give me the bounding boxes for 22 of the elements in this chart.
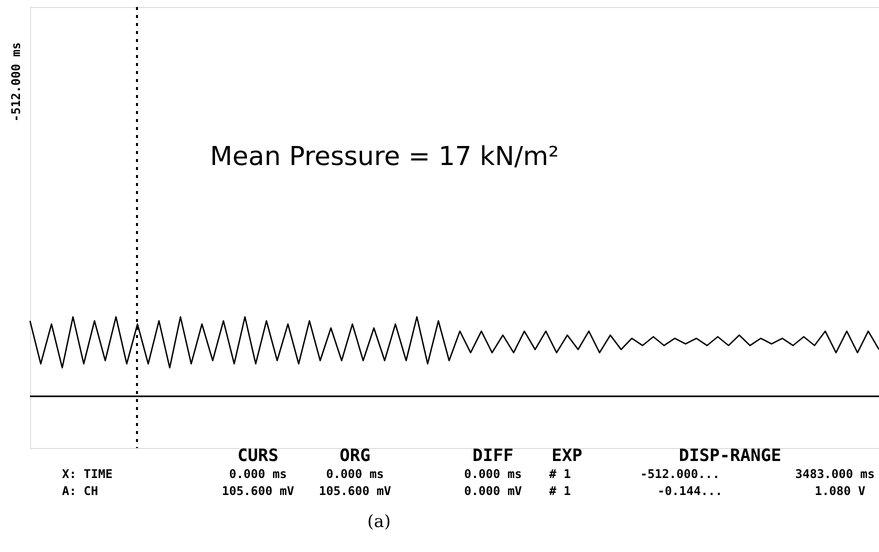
text: CURS bbox=[238, 446, 278, 466]
text: DISP-RANGE bbox=[678, 446, 782, 466]
text: 0.000 ms bbox=[229, 467, 287, 481]
text: EXP bbox=[552, 446, 582, 466]
text: A: CH bbox=[62, 484, 98, 498]
text: 0.000 ms bbox=[326, 467, 384, 481]
text: X: TIME bbox=[62, 467, 113, 481]
text: 105.600 mV bbox=[318, 484, 392, 498]
text: 0.000 ms bbox=[464, 467, 522, 481]
text: ORG bbox=[340, 446, 370, 466]
text: DIFF bbox=[472, 446, 514, 466]
text: 1.080 V bbox=[814, 484, 866, 498]
text: 3483.000 ms bbox=[795, 467, 875, 481]
text: -512.000 ms bbox=[9, 42, 23, 122]
text: (a) bbox=[367, 512, 391, 532]
text: # 1 bbox=[549, 467, 571, 481]
text: Mean Pressure = 17 kN/m² bbox=[210, 142, 559, 172]
text: -0.144... bbox=[657, 484, 723, 498]
text: -512.000... bbox=[640, 467, 720, 481]
text: 0.000 mV bbox=[464, 484, 522, 498]
text: 105.600 mV bbox=[222, 484, 294, 498]
text: # 1 bbox=[549, 484, 571, 498]
